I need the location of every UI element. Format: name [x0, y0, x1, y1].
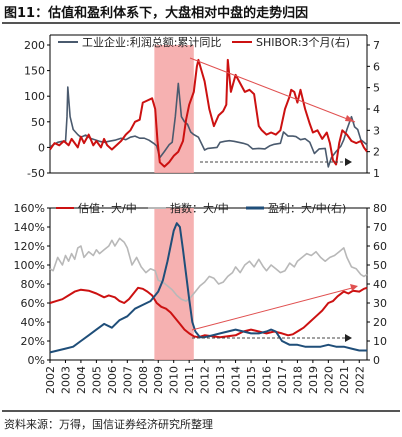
- legend-shibor-label: SHIBOR:3个月(右): [256, 35, 350, 49]
- bottom-left-tick-label: 20%: [21, 335, 45, 348]
- bottom-x-tick-label: 2002: [44, 366, 57, 394]
- bottom-x-tick-label: 2012: [199, 366, 212, 394]
- bottom-left-tick-label: 140%: [14, 221, 45, 234]
- legend-profit-label: 工业企业:利润总额:累计同比: [82, 35, 221, 49]
- legend-index-label: 指数：大/中: [170, 201, 229, 215]
- bottom-right-tick-label: 60: [373, 240, 387, 253]
- bottom-left-tick-label: 40%: [21, 316, 45, 329]
- top-left-tick-label: -50: [27, 167, 45, 180]
- bottom-x-tick-label: 2021: [338, 366, 351, 394]
- top-right-tick-label: 7: [373, 39, 380, 52]
- bottom-x-tick-label: 2010: [168, 366, 181, 394]
- bottom-x-tick-label: 2003: [59, 366, 72, 394]
- bottom-x-tick-label: 2018: [291, 366, 304, 394]
- top-left-tick-label: 50: [31, 116, 45, 129]
- bottom-dashed-arrowhead: [345, 334, 352, 342]
- bottom-series-2-line: [49, 222, 367, 354]
- bottom-right-tick-label: 10: [373, 335, 387, 348]
- bottom-left-tick-label: 120%: [14, 240, 45, 253]
- figure-title: 图11：估值和盈利体系下，大盘相对中盘的走势归因: [4, 6, 309, 21]
- source-rule: [2, 410, 400, 412]
- bottom-x-tick-label: 2014: [230, 366, 243, 394]
- bottom-right-tick-label: 70: [373, 221, 387, 234]
- top-series-1-line: [49, 58, 368, 168]
- bottom-x-tick-label: 2006: [106, 366, 119, 394]
- bottom-x-tick-label: 2019: [307, 366, 320, 394]
- top-right-tick-label: 3: [373, 124, 380, 137]
- bottom-trend-arrow: [191, 287, 353, 331]
- bottom-right-tick-label: 30: [373, 297, 387, 310]
- top-shaded-period: [154, 45, 194, 173]
- top-trend-arrowhead: [345, 115, 355, 122]
- bottom-right-tick-label: 50: [373, 259, 387, 272]
- bottom-x-tick-label: 2020: [322, 366, 335, 394]
- bottom-legend: 估值：大/中 指数：大/中 盈利：大/中(右): [56, 201, 346, 215]
- bottom-left-tick-label: 100%: [14, 259, 45, 272]
- bottom-trend-arrowhead: [350, 284, 358, 291]
- top-left-tick-label: 150: [24, 65, 45, 78]
- bottom-x-tick-label: 2022: [353, 366, 366, 394]
- chart-bottom: 0% 20% 40% 60% 80% 100% 120% 140% 160% 0 10 20 30 40 5…: [14, 201, 387, 394]
- bottom-right-tick-label: 0: [373, 354, 380, 367]
- legend-earnings-label: 盈利：大/中(右): [268, 201, 346, 215]
- top-series-0-line: [49, 82, 368, 168]
- bottom-left-tick-label: 80%: [21, 278, 45, 291]
- title-rule: [2, 22, 400, 24]
- top-right-tick-label: 1: [373, 167, 380, 180]
- top-right-tick-label: 2: [373, 146, 380, 159]
- bottom-x-tick-label: 2011: [183, 366, 196, 394]
- bottom-series-0-line: [49, 286, 368, 339]
- bottom-series-1-line: [49, 237, 368, 302]
- bottom-right-tick-label: 20: [373, 316, 387, 329]
- top-legend: 工业企业:利润总额:累计同比 SHIBOR:3个月(右): [58, 35, 350, 49]
- top-left-tick-label: 100: [24, 90, 45, 103]
- top-left-tick-label: 200: [24, 39, 45, 52]
- bottom-x-tick-label: 2016: [260, 366, 273, 394]
- bottom-right-tick-label: 40: [373, 278, 387, 291]
- bottom-left-tick-label: 160%: [14, 202, 45, 215]
- chart-top: -50 0 50 100 150 200 1 2 3 4 5 6 7 工业企业:利润总额:累计同比 SH…: [24, 34, 380, 180]
- top-right-tick-label: 5: [373, 82, 380, 95]
- bottom-left-tick-label: 60%: [21, 297, 45, 310]
- bottom-x-tick-label: 2007: [121, 366, 134, 394]
- bottom-x-tick-label: 2005: [90, 366, 103, 394]
- bottom-x-tick-label: 2013: [214, 366, 227, 394]
- bottom-x-tick-label: 2017: [276, 366, 289, 394]
- source-note: 资料来源：万得，国信证券经济研究所整理: [4, 418, 213, 431]
- bottom-x-tick-label: 2015: [245, 366, 258, 394]
- top-right-tick-label: 6: [373, 60, 380, 73]
- bottom-x-tick-label: 2008: [137, 366, 150, 394]
- bottom-x-tick-label: 2009: [152, 366, 165, 394]
- bottom-left-tick-label: 0%: [28, 354, 45, 367]
- top-trend-arrow: [189, 57, 356, 123]
- bottom-x-tick-label: 2004: [75, 366, 88, 394]
- legend-valuation-label: 估值：大/中: [78, 201, 137, 215]
- top-right-tick-label: 4: [373, 103, 380, 116]
- bottom-right-tick-label: 80: [373, 202, 387, 215]
- top-dashed-arrowhead: [345, 158, 352, 166]
- top-left-tick-label: 0: [38, 141, 45, 154]
